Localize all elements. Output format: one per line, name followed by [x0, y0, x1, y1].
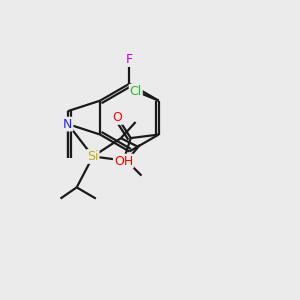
Text: N: N	[63, 118, 73, 130]
Text: Cl: Cl	[130, 85, 142, 98]
Text: O: O	[112, 111, 122, 124]
Text: OH: OH	[114, 154, 133, 167]
Text: F: F	[126, 53, 133, 66]
Text: Si: Si	[87, 150, 99, 163]
